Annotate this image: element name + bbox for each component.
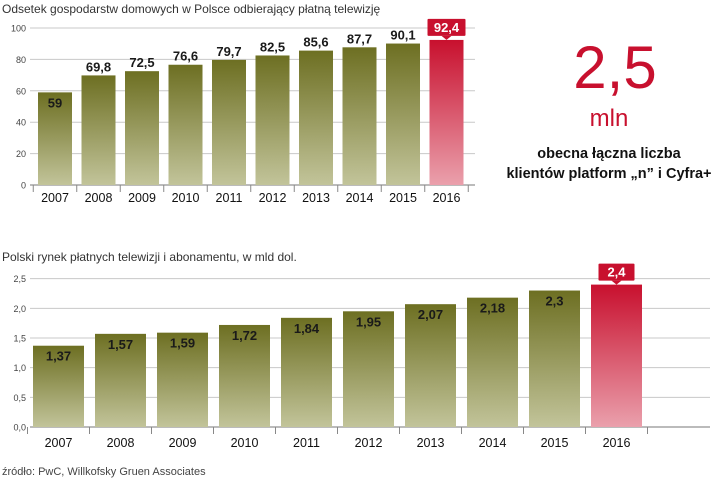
c1-xtick-label: 2010 <box>172 191 200 205</box>
c2-bar <box>343 311 394 427</box>
c1-bar <box>125 71 159 185</box>
c2-value-label: 2,18 <box>480 301 505 316</box>
c2-bar <box>95 333 146 427</box>
c1-ytick-label: 60 <box>16 86 26 96</box>
c1-value-label: 87,7 <box>347 31 372 46</box>
c1-bar <box>81 75 116 185</box>
c2-xtick-label: 2016 <box>603 436 631 450</box>
c2-xtick-label: 2010 <box>231 436 259 450</box>
c2-value-label: 2,4 <box>607 265 626 280</box>
c2-ytick-label: 1,5 <box>13 334 26 344</box>
c1-xtick-label: 2013 <box>302 191 330 205</box>
c1-xtick-label: 2008 <box>85 191 113 205</box>
c1-xtick-label: 2007 <box>41 191 69 205</box>
c1-value-label: 79,7 <box>216 44 241 59</box>
c1-xtick-label: 2016 <box>433 191 461 205</box>
chart1-title: Odsetek gospodarstw domowych w Polsce od… <box>2 2 381 16</box>
c1-bar <box>255 55 290 185</box>
c1-xtick-label: 2009 <box>128 191 156 205</box>
callout-caption-line2: klientów platform „n” i Cyfra+ <box>506 166 711 182</box>
c1-value-label: 72,5 <box>129 55 154 70</box>
c1-bar <box>386 43 420 185</box>
c2-bar <box>219 324 270 427</box>
c1-bar <box>212 59 246 185</box>
c1-bar <box>168 64 203 185</box>
c2-ytick-label: 2,5 <box>13 274 26 284</box>
c1-xtick-label: 2015 <box>389 191 417 205</box>
c1-value-label: 82,5 <box>260 39 285 54</box>
c1-value-label: 76,6 <box>173 49 198 64</box>
c1-ytick-label: 20 <box>16 149 26 159</box>
c2-xtick-label: 2011 <box>293 436 320 450</box>
c1-value-label: 85,6 <box>303 35 328 50</box>
c2-ytick-label: 1,0 <box>13 363 26 373</box>
c2-bar <box>405 304 456 427</box>
c2-xtick-label: 2012 <box>355 436 383 450</box>
c2-bar <box>157 332 208 427</box>
c2-xtick-label: 2009 <box>169 436 197 450</box>
c2-ytick-label: 0,5 <box>13 393 26 403</box>
chart1-x-axis: 2007 2008 2009 2010 2011 2012 2013 2014 2015 2016 <box>41 191 460 205</box>
c2-bar <box>281 317 332 427</box>
c1-highlight-label-pointer <box>441 35 452 40</box>
c2-bar <box>529 290 580 427</box>
c2-value-label: 1,57 <box>108 337 133 352</box>
c2-highlight-label-box <box>598 263 635 281</box>
chart1-y-axis: 0 20 40 60 80 100 <box>11 24 26 191</box>
source-note: źródło: PwC, Willkofsky Gruen Associates <box>2 466 206 478</box>
c2-ytick-label: 0,0 <box>13 423 26 433</box>
c1-ytick-label: 80 <box>16 55 26 65</box>
c2-ytick-label: 2,0 <box>13 304 26 314</box>
c1-value-label: 92,4 <box>434 20 460 35</box>
c2-xtick-label: 2015 <box>541 436 569 450</box>
c1-xtick-label: 2012 <box>259 191 287 205</box>
paytv-market-chart: Polski rynek płatnych telewizji i abonam… <box>2 250 710 450</box>
c1-xtick-label: 2011 <box>216 191 243 205</box>
c2-value-label: 1,95 <box>356 314 381 329</box>
c1-xtick-label: 2014 <box>346 191 374 205</box>
clients-callout: 2,5 mln obecna łączna liczba klientów pl… <box>506 34 711 182</box>
c2-xtick-label: 2013 <box>417 436 445 450</box>
c2-xtick-label: 2008 <box>107 436 135 450</box>
c1-ytick-label: 40 <box>16 118 26 128</box>
c1-value-label: 90,1 <box>390 28 415 43</box>
c1-value-label: 69,8 <box>86 59 111 74</box>
chart2-x-axis: 2007 2008 2009 2010 2011 2012 2013 2014 2015 2016 <box>45 436 631 450</box>
c2-bar-highlight <box>591 284 642 427</box>
c2-value-label: 1,59 <box>170 336 195 351</box>
chart1-bars: 59 69,8 72,5 76,6 79,7 82,5 85,6 87,7 90,1 92,4 <box>38 18 466 185</box>
c2-xtick-label: 2014 <box>479 436 507 450</box>
c2-value-label: 2,07 <box>418 307 443 322</box>
households-paytv-chart: Odsetek gospodarstw domowych w Polsce od… <box>2 2 475 205</box>
callout-caption-line1: obecna łączna liczba <box>537 146 681 162</box>
c1-bar <box>342 47 377 185</box>
c2-value-label: 2,3 <box>545 294 563 309</box>
c2-xtick-label: 2007 <box>45 436 73 450</box>
c2-bar <box>33 345 84 427</box>
c2-bar <box>467 297 518 427</box>
chart2-title: Polski rynek płatnych telewizji i abonam… <box>2 250 297 264</box>
chart2-y-axis: 0,0 0,5 1,0 1,5 2,0 2,5 <box>13 274 26 432</box>
c1-ytick-label: 0 <box>21 181 26 191</box>
callout-number: 2,5 <box>573 34 656 101</box>
callout-unit: mln <box>590 105 629 132</box>
c2-value-label: 1,84 <box>294 321 320 336</box>
chart2-bars: 1,37 1,57 1,59 1,72 1,84 1,95 2,07 2,18 2,3 2,4 <box>33 263 642 427</box>
c1-value-label: 59 <box>48 95 62 110</box>
c1-bar-highlight <box>429 39 464 185</box>
c2-value-label: 1,37 <box>46 349 71 364</box>
c1-highlight-label-box <box>427 18 466 36</box>
c1-bar <box>38 92 72 185</box>
c2-highlight-label-pointer <box>611 280 622 285</box>
c1-bar <box>299 50 333 185</box>
c2-value-label: 1,72 <box>232 328 257 343</box>
c1-ytick-label: 100 <box>11 24 26 34</box>
